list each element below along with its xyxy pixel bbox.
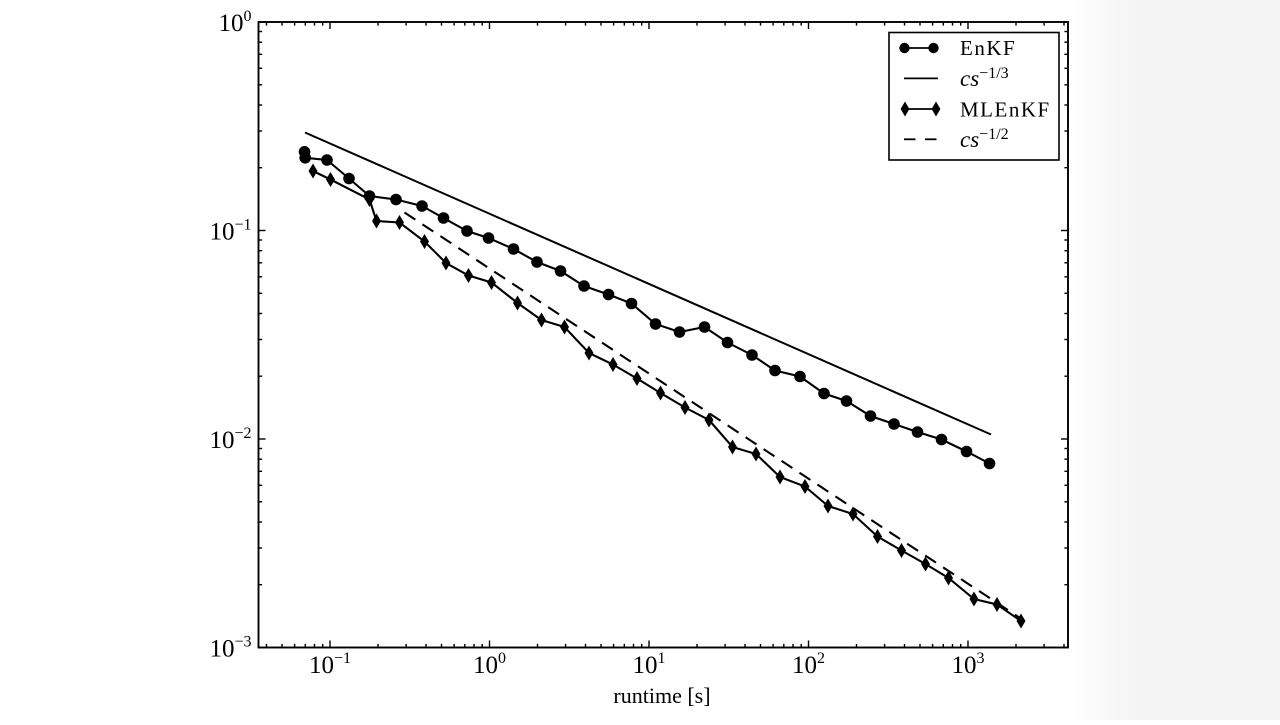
svg-text:MLEnKF: MLEnKF	[960, 98, 1051, 122]
svg-text:EnKF: EnKF	[960, 36, 1016, 60]
svg-text:10−3: 10−3	[209, 634, 251, 663]
svg-text:101: 101	[633, 650, 666, 679]
svg-text:runtime [s]: runtime [s]	[613, 683, 710, 708]
